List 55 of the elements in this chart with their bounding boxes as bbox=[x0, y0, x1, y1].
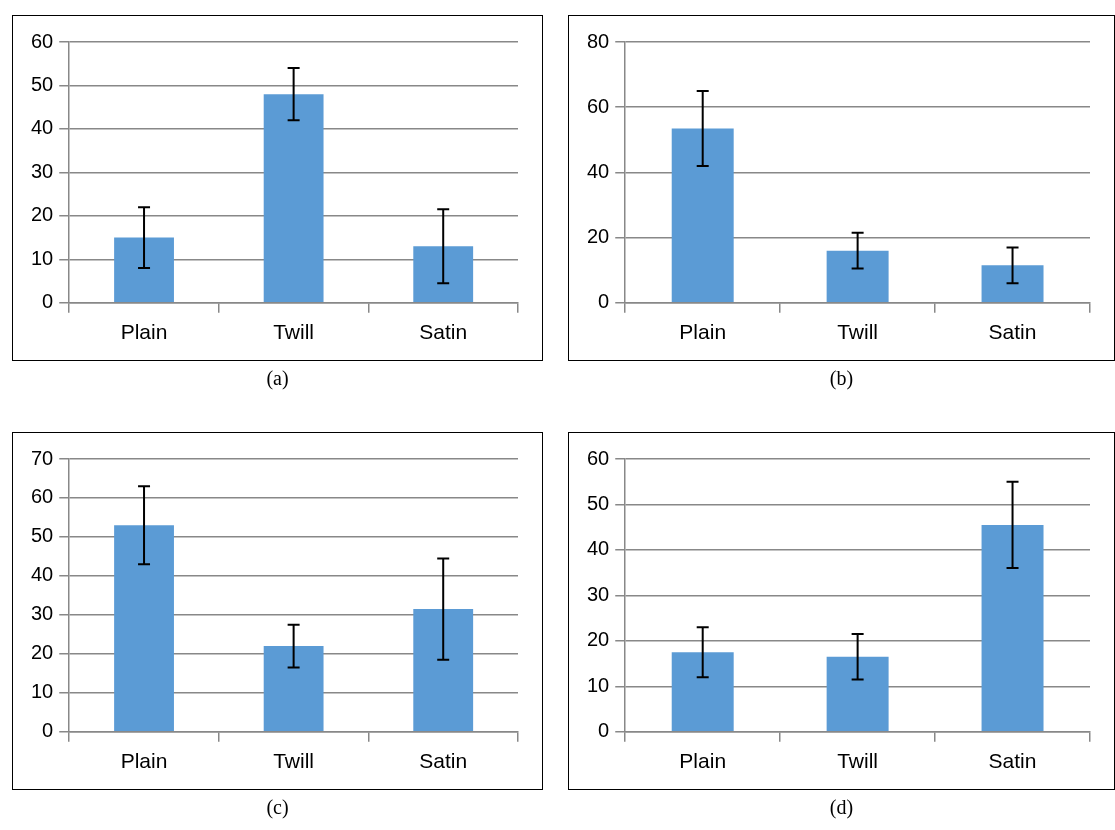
y-tick-label: 60 bbox=[587, 446, 610, 469]
y-tick-label: 30 bbox=[31, 602, 54, 625]
x-tick-label: Satin bbox=[419, 749, 468, 773]
bar bbox=[413, 246, 474, 303]
bar bbox=[413, 609, 474, 732]
bar bbox=[826, 250, 889, 303]
y-tick-label: 50 bbox=[31, 524, 54, 547]
bar bbox=[263, 646, 324, 732]
x-tick-label: Plain bbox=[120, 749, 168, 773]
y-tick-label: 20 bbox=[31, 203, 54, 226]
x-tick-label: Plain bbox=[679, 320, 727, 344]
y-tick-label: 20 bbox=[587, 225, 610, 248]
y-tick-label: 80 bbox=[587, 29, 610, 52]
y-tick-label: 60 bbox=[587, 94, 610, 117]
y-tick-label: 50 bbox=[587, 491, 610, 514]
y-tick-label: 60 bbox=[31, 29, 54, 52]
x-tick-label: Satin bbox=[988, 749, 1037, 773]
bar bbox=[263, 94, 324, 303]
y-tick-label: 0 bbox=[598, 290, 610, 313]
y-tick-label: 20 bbox=[587, 628, 610, 651]
y-tick-label: 20 bbox=[31, 641, 54, 664]
y-tick-label: 50 bbox=[31, 72, 54, 95]
y-tick-label: 30 bbox=[587, 582, 610, 605]
y-tick-label: 0 bbox=[598, 719, 610, 742]
y-tick-label: 40 bbox=[31, 563, 54, 586]
y-tick-label: 0 bbox=[42, 719, 54, 742]
y-tick-label: 40 bbox=[587, 537, 610, 560]
bar bbox=[671, 652, 734, 732]
y-tick-label: 70 bbox=[31, 446, 54, 469]
bar bbox=[981, 265, 1044, 303]
y-tick-label: 40 bbox=[587, 159, 610, 182]
y-tick-label: 30 bbox=[31, 159, 54, 182]
bar bbox=[981, 524, 1044, 732]
x-tick-label: Satin bbox=[988, 320, 1037, 344]
text: (c) bbox=[265, 796, 290, 819]
bar bbox=[114, 525, 174, 732]
y-tick-label: 40 bbox=[31, 116, 54, 139]
x-tick-label: Twill bbox=[837, 749, 879, 773]
bar bbox=[671, 128, 734, 303]
y-tick-label: 10 bbox=[31, 680, 54, 703]
x-tick-label: Plain bbox=[679, 749, 727, 773]
text: (b) bbox=[828, 367, 855, 390]
y-tick-label: 60 bbox=[31, 485, 54, 508]
bar bbox=[114, 237, 174, 303]
y-tick-label: 10 bbox=[31, 246, 54, 269]
text: (a) bbox=[265, 367, 290, 390]
x-tick-label: Twill bbox=[273, 749, 315, 773]
text: (d) bbox=[828, 796, 855, 819]
x-tick-label: Twill bbox=[273, 320, 315, 344]
x-tick-label: Plain bbox=[120, 320, 168, 344]
bar bbox=[826, 656, 889, 732]
y-tick-label: 0 bbox=[42, 290, 54, 313]
x-tick-label: Satin bbox=[419, 320, 468, 344]
y-tick-label: 10 bbox=[587, 673, 610, 696]
x-tick-label: Twill bbox=[837, 320, 879, 344]
